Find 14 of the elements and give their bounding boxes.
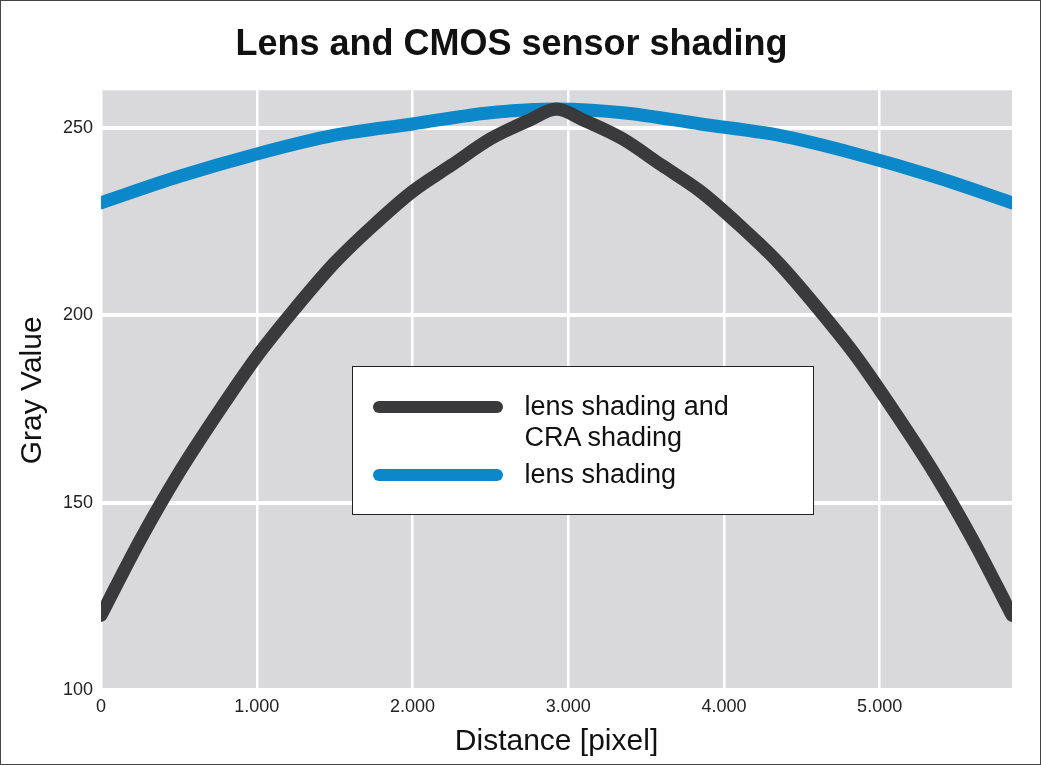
x-tick-label: 5.000 [857,696,903,717]
x-tick-label: 3.000 [545,696,591,717]
y-tick-label: 250 [62,116,94,137]
y-axis-title: Gray Value [14,316,48,465]
y-tick-label: 150 [62,491,94,512]
y-tick-label: 200 [62,304,94,325]
x-axis-title: Distance [pixel] [454,723,659,757]
x-tick-label: 0 [96,696,107,717]
x-tick-label: 2.000 [389,696,435,717]
x-tick-label: 1.000 [234,696,280,717]
chart-title: Lens and CMOS sensor shading [235,21,788,63]
x-tick-label: 4.000 [701,696,747,717]
y-tick-label: 100 [62,679,94,700]
legend-label: lens shading [524,458,677,490]
